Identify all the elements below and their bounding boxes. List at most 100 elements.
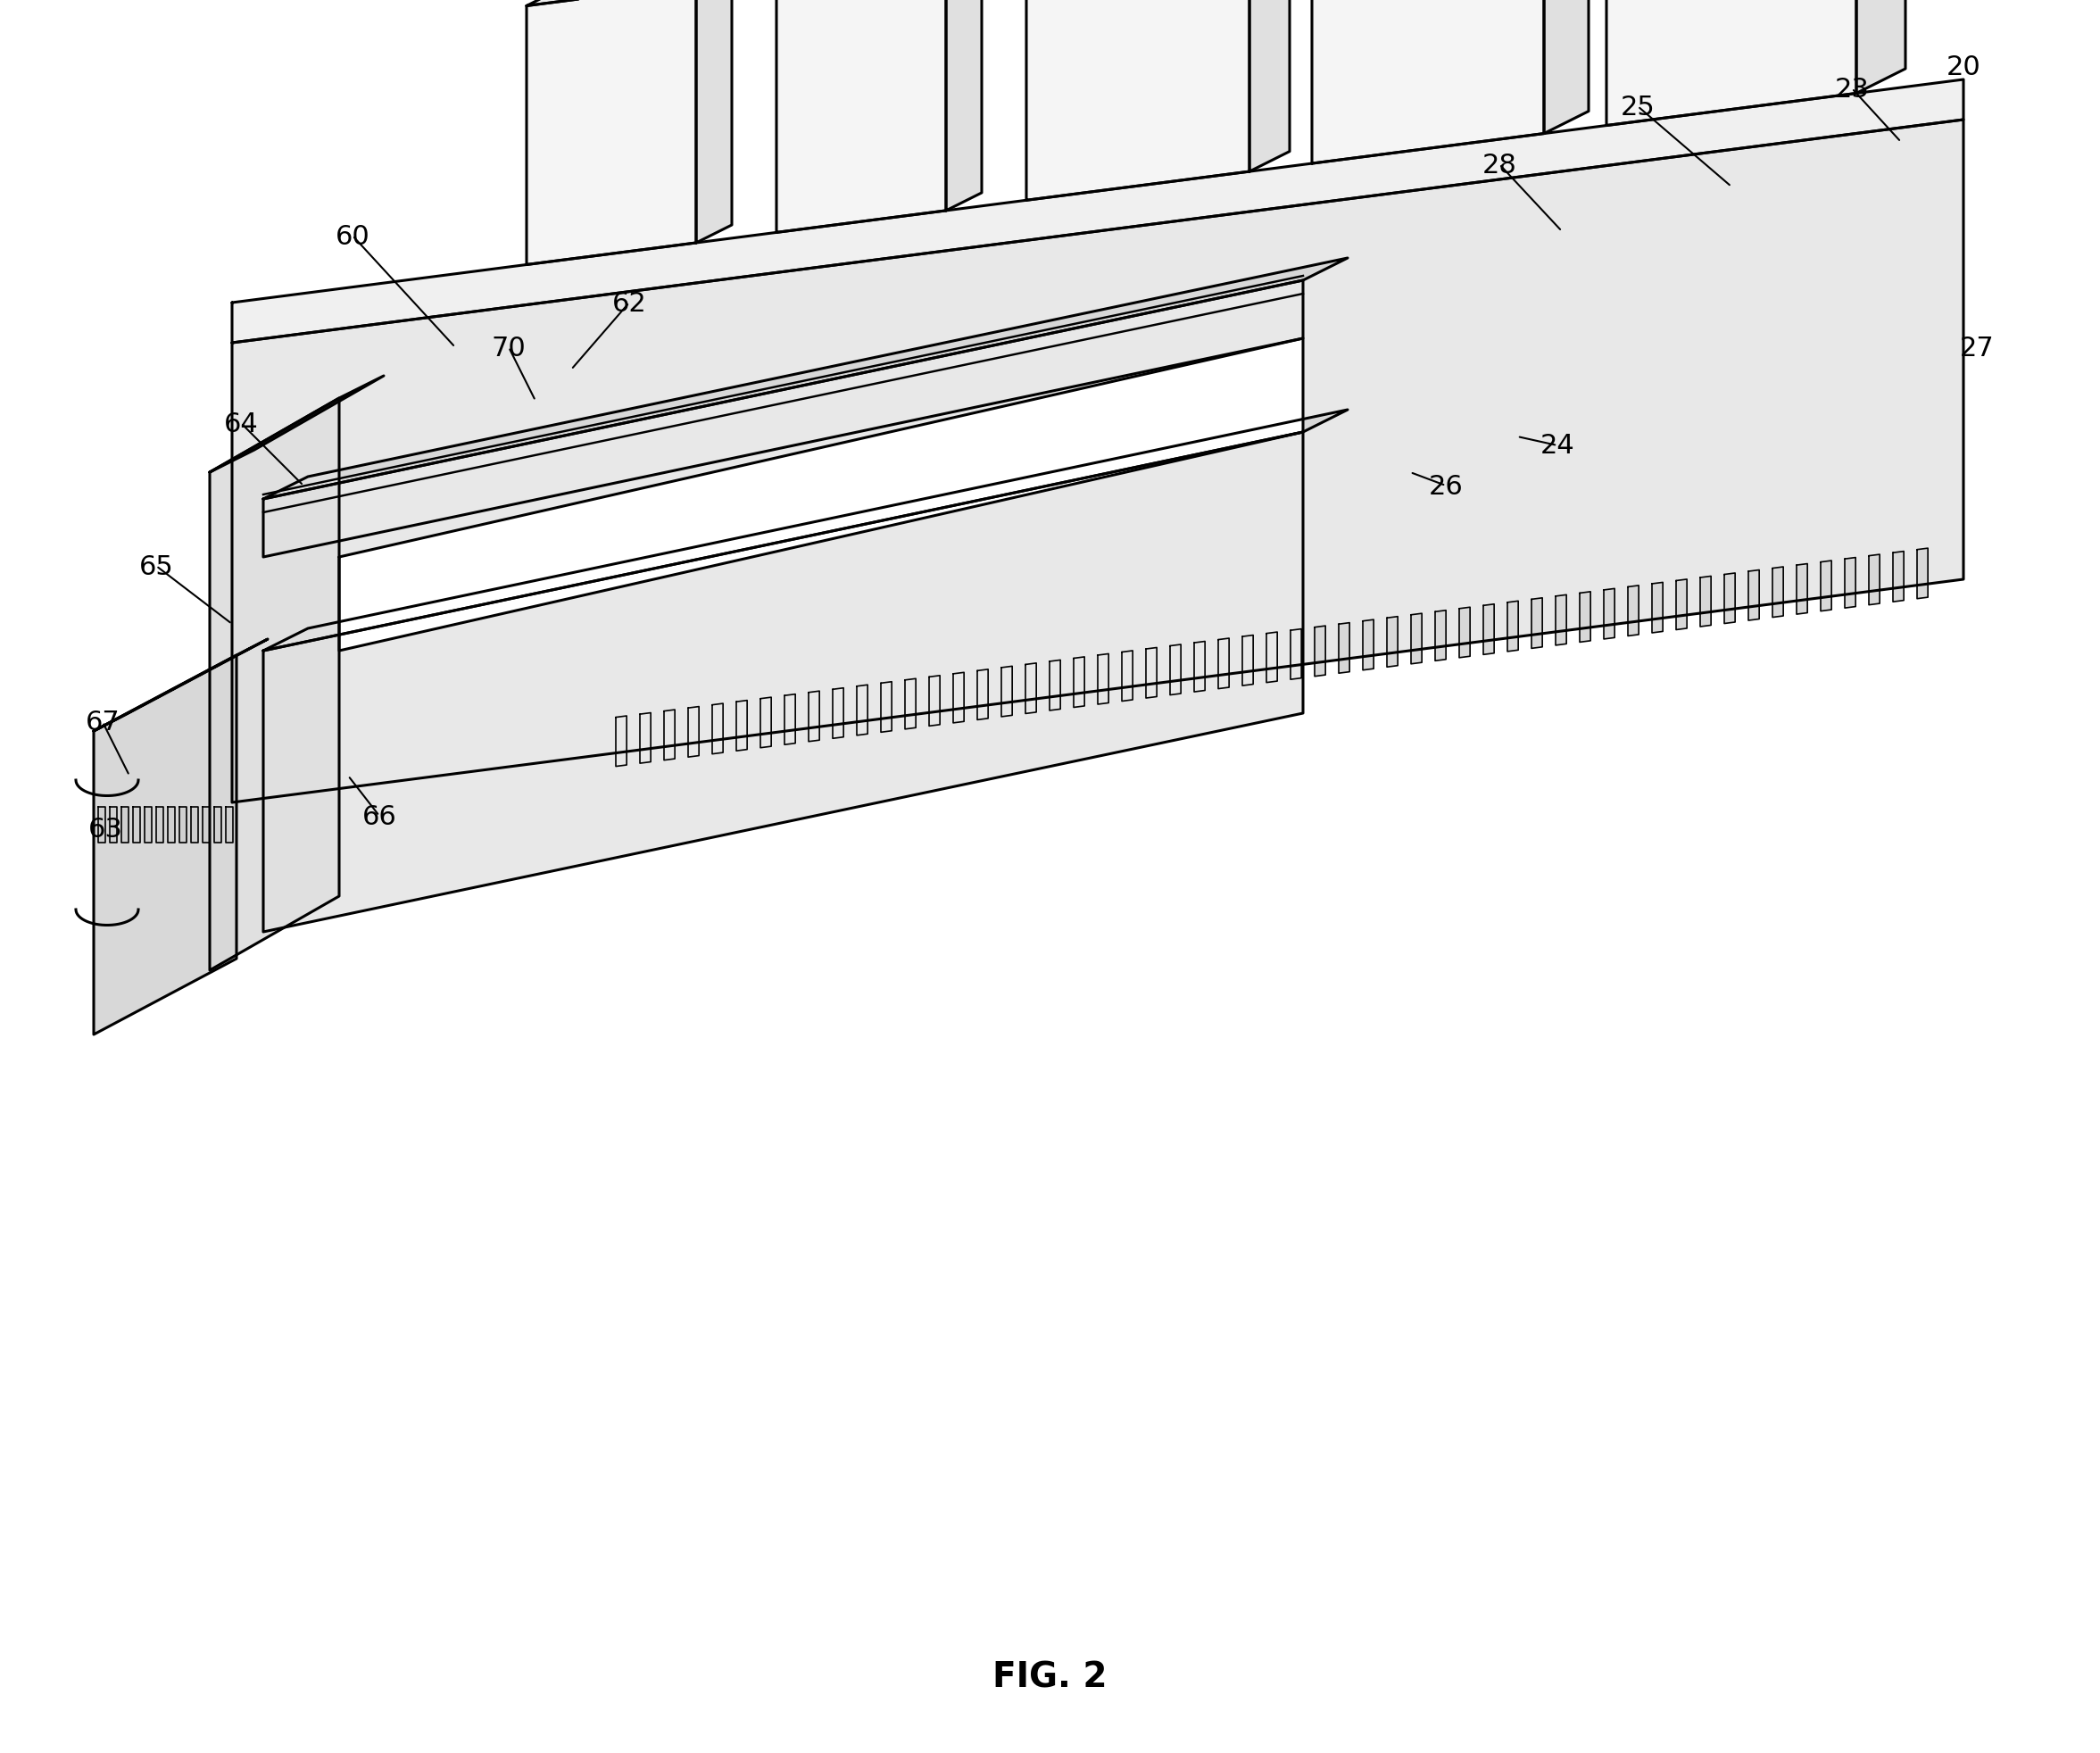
Polygon shape [1653, 584, 1663, 633]
Polygon shape [227, 808, 233, 843]
Polygon shape [976, 670, 989, 720]
Polygon shape [905, 678, 916, 729]
Polygon shape [262, 280, 1302, 557]
Polygon shape [1749, 570, 1760, 621]
Polygon shape [953, 673, 964, 724]
Polygon shape [808, 691, 819, 742]
Polygon shape [145, 808, 151, 843]
Polygon shape [1266, 633, 1277, 684]
Polygon shape [527, 0, 731, 7]
Polygon shape [1363, 621, 1373, 671]
Polygon shape [712, 705, 722, 754]
Text: 62: 62 [611, 291, 647, 316]
Text: 26: 26 [1428, 473, 1464, 500]
Polygon shape [1628, 586, 1638, 636]
Polygon shape [1218, 638, 1229, 689]
Polygon shape [1147, 649, 1157, 698]
Text: 24: 24 [1539, 433, 1575, 459]
Polygon shape [1508, 601, 1518, 652]
Polygon shape [99, 808, 105, 843]
Text: 65: 65 [139, 554, 174, 580]
Polygon shape [122, 808, 128, 843]
Polygon shape [210, 377, 384, 473]
Text: 23: 23 [1835, 77, 1869, 102]
Polygon shape [928, 677, 941, 726]
Text: 63: 63 [88, 817, 122, 843]
Polygon shape [1243, 636, 1254, 685]
Polygon shape [1250, 0, 1289, 172]
Text: 60: 60 [336, 223, 370, 249]
Polygon shape [202, 808, 210, 843]
Polygon shape [785, 694, 796, 745]
Text: 28: 28 [1483, 153, 1516, 179]
Polygon shape [664, 710, 674, 761]
Polygon shape [231, 121, 1964, 803]
Text: 70: 70 [491, 335, 525, 361]
Polygon shape [155, 808, 164, 843]
Polygon shape [262, 410, 1348, 652]
Polygon shape [1869, 556, 1880, 605]
Text: 66: 66 [361, 803, 397, 829]
Polygon shape [262, 433, 1302, 933]
Polygon shape [615, 717, 626, 766]
Polygon shape [179, 808, 187, 843]
Polygon shape [1315, 626, 1325, 677]
Polygon shape [94, 656, 237, 1034]
Text: 67: 67 [86, 710, 120, 736]
Polygon shape [760, 698, 771, 749]
Polygon shape [1386, 617, 1399, 668]
Polygon shape [1856, 0, 1905, 95]
Polygon shape [1292, 629, 1302, 680]
Text: FIG. 2: FIG. 2 [991, 1660, 1107, 1693]
Polygon shape [689, 706, 699, 757]
Polygon shape [1556, 596, 1567, 645]
Polygon shape [1460, 608, 1470, 657]
Polygon shape [1195, 642, 1205, 692]
Polygon shape [1676, 580, 1686, 631]
Polygon shape [168, 808, 174, 843]
Polygon shape [1724, 573, 1735, 624]
Polygon shape [132, 808, 141, 843]
Polygon shape [1312, 0, 1544, 165]
Polygon shape [1917, 549, 1928, 600]
Polygon shape [191, 808, 197, 843]
Polygon shape [1002, 666, 1012, 717]
Polygon shape [210, 398, 338, 971]
Polygon shape [1050, 661, 1061, 712]
Polygon shape [214, 808, 220, 843]
Polygon shape [262, 259, 1348, 500]
Polygon shape [1027, 0, 1250, 202]
Text: 20: 20 [1947, 54, 1980, 81]
Polygon shape [1604, 589, 1615, 640]
Polygon shape [880, 682, 892, 733]
Polygon shape [1844, 557, 1856, 608]
Polygon shape [777, 0, 945, 233]
Polygon shape [1073, 657, 1084, 708]
Polygon shape [1170, 645, 1180, 696]
Polygon shape [1607, 0, 1856, 126]
Text: 27: 27 [1959, 335, 1995, 361]
Polygon shape [1579, 593, 1590, 643]
Polygon shape [695, 0, 731, 244]
Polygon shape [1544, 0, 1588, 135]
Polygon shape [527, 0, 695, 265]
Polygon shape [1434, 610, 1447, 661]
Polygon shape [1411, 614, 1422, 664]
Polygon shape [1121, 650, 1132, 701]
Polygon shape [1772, 568, 1783, 617]
Polygon shape [338, 338, 1302, 652]
Polygon shape [1483, 605, 1493, 656]
Polygon shape [1098, 654, 1109, 705]
Polygon shape [1821, 561, 1831, 612]
Polygon shape [1338, 624, 1350, 673]
Polygon shape [640, 713, 651, 764]
Polygon shape [1798, 564, 1808, 615]
Polygon shape [109, 808, 118, 843]
Polygon shape [231, 81, 1964, 344]
Polygon shape [737, 701, 748, 752]
Text: 25: 25 [1621, 95, 1655, 119]
Polygon shape [1025, 664, 1035, 713]
Polygon shape [945, 0, 981, 212]
Polygon shape [857, 685, 867, 736]
Polygon shape [94, 640, 267, 731]
